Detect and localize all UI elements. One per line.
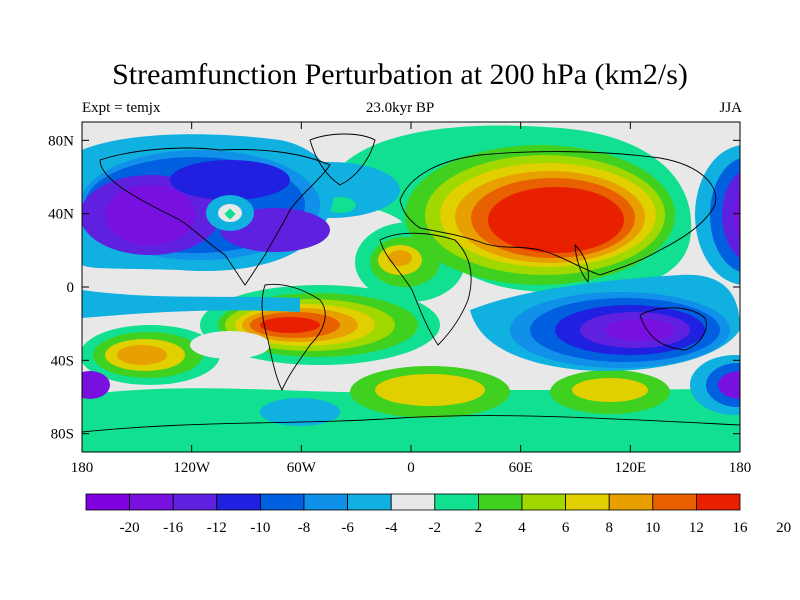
south-pacific-dateline-negative bbox=[82, 355, 740, 415]
colorbar-label: -2 bbox=[429, 520, 442, 536]
colorbar-label: -20 bbox=[120, 520, 140, 536]
colorbar-swatch bbox=[172, 493, 218, 511]
colorbar-label: 20 bbox=[776, 520, 791, 536]
colorbar-swatch bbox=[652, 493, 697, 511]
y-tick-label: 80S bbox=[51, 427, 74, 443]
y-tick-label: 40N bbox=[48, 207, 74, 223]
x-tick-label: 60E bbox=[509, 460, 533, 476]
colorbar-label: 16 bbox=[733, 520, 749, 536]
colorbar-swatch bbox=[216, 493, 261, 511]
colorbar-swatch bbox=[608, 493, 654, 511]
experiment-label: Expt = temjx bbox=[82, 100, 161, 116]
colorbar-label: 10 bbox=[645, 520, 660, 536]
colorbar-label: -12 bbox=[207, 520, 227, 536]
colorbar-label: -8 bbox=[298, 520, 311, 536]
colorbar-label: 4 bbox=[518, 520, 526, 536]
north-pacific-east-negative bbox=[695, 145, 740, 285]
colorbar-label: -4 bbox=[385, 520, 398, 536]
map-axes: 80N 40N 0 40S 80S 180 120W 60W 0 60E 120E 180 bbox=[48, 122, 751, 476]
contour-field bbox=[82, 122, 740, 452]
tropical-pacific-band bbox=[82, 290, 300, 318]
colorbar-label: -6 bbox=[341, 520, 354, 536]
indian-ocean-negative bbox=[470, 274, 740, 371]
colorbar-swatch bbox=[347, 493, 392, 511]
time-label: 23.0kyr BP bbox=[365, 100, 435, 116]
colorbar-swatch bbox=[565, 493, 610, 511]
plot-title: Streamfunction Perturbation at 200 hPa (… bbox=[112, 58, 688, 91]
colorbar-label: -16 bbox=[163, 520, 183, 536]
coastlines bbox=[82, 133, 740, 433]
colorbar: -20 -16 -12 -10 -8 -6 -4 -2 2 4 6 8 10 12 16 20 bbox=[85, 493, 791, 536]
y-tick-label: 80N bbox=[48, 133, 74, 149]
x-tick-label: 60W bbox=[287, 460, 317, 476]
colorbar-label: 2 bbox=[475, 520, 483, 536]
colorbar-swatch bbox=[85, 493, 130, 511]
north-pacific-america-negative bbox=[82, 134, 335, 272]
colorbar-swatch bbox=[477, 493, 523, 511]
y-tick-label: 0 bbox=[67, 280, 75, 296]
x-tick-label: 0 bbox=[407, 460, 415, 476]
x-tick-label: 180 bbox=[729, 460, 752, 476]
season-label: JJA bbox=[719, 100, 742, 116]
colorbar-swatch bbox=[390, 493, 436, 511]
south-pacific-positive bbox=[82, 325, 270, 385]
colorbar-swatch bbox=[259, 493, 305, 511]
colorbar-label: 6 bbox=[562, 520, 570, 536]
southern-ocean-positive-band bbox=[82, 366, 740, 452]
colorbar-swatch bbox=[434, 493, 479, 511]
y-tick-label: 40S bbox=[51, 353, 74, 369]
colorbar-swatch bbox=[521, 493, 566, 511]
colorbar-swatch bbox=[696, 493, 741, 511]
colorbar-swatch bbox=[303, 493, 348, 511]
x-tick-label: 120W bbox=[173, 460, 211, 476]
x-tick-label: 120E bbox=[614, 460, 646, 476]
colorbar-label: 8 bbox=[605, 520, 613, 536]
colorbar-swatch bbox=[129, 493, 174, 511]
eurasia-positive bbox=[330, 125, 692, 294]
x-tick-label: 180 bbox=[71, 460, 94, 476]
colorbar-label: -10 bbox=[250, 520, 270, 536]
colorbar-label: 12 bbox=[689, 520, 704, 536]
